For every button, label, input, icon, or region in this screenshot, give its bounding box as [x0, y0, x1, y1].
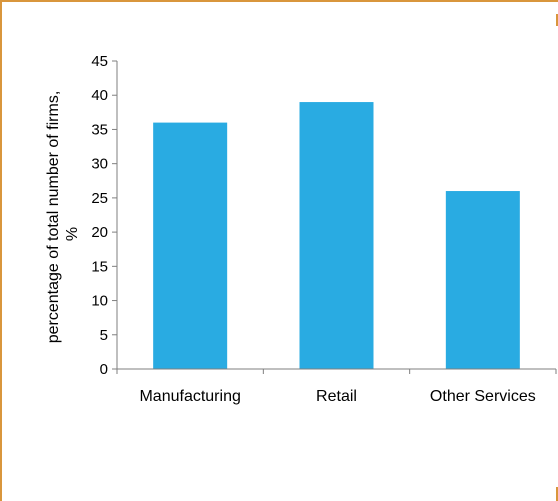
x-category-label: Other Services [430, 388, 536, 405]
y-tick-label: 35 [91, 121, 108, 138]
axes [116, 61, 557, 374]
y-tick-label: 5 [100, 327, 108, 344]
y-tick-label: 40 [91, 87, 108, 104]
bars [153, 102, 520, 370]
y-tick-label: 30 [91, 156, 108, 173]
bar-manufacturing [153, 122, 228, 369]
y-tick-label: 15 [91, 258, 108, 275]
frame-top-edge [0, 0, 558, 2]
frame-right-tick-bottom [556, 487, 558, 501]
frame-right-tick-top [556, 14, 558, 26]
y-tick-label: 0 [100, 361, 108, 378]
frame-left-edge [0, 0, 2, 501]
y-tick-label: 25 [91, 190, 108, 207]
x-category-label: Manufacturing [139, 388, 240, 405]
y-axis-title: percentage of total number of firms, % [45, 91, 81, 344]
x-category-label: Retail [316, 388, 357, 405]
y-axis-title-line2: % [64, 227, 81, 241]
bar-retail [299, 102, 374, 370]
y-tick-label: 20 [91, 224, 108, 241]
y-tick-label: 45 [91, 53, 108, 70]
y-axis-title-line1: percentage of total number of firms, [45, 91, 62, 344]
bar-other-services [445, 191, 520, 369]
y-tick-label: 10 [91, 293, 108, 310]
category-labels: Manufacturing Retail Other Services [139, 388, 535, 405]
y-axis-ticks: 0 5 10 15 20 25 30 35 40 45 [91, 53, 117, 378]
